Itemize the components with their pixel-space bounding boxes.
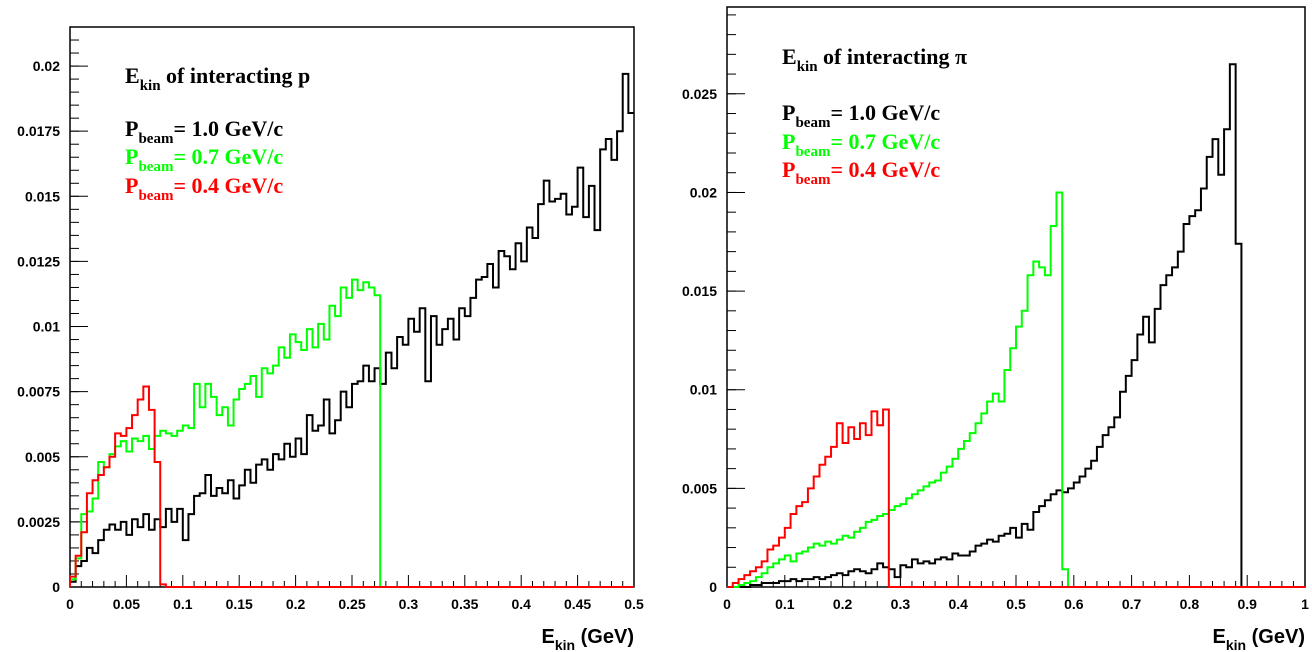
chart-annotation: Ekin of interacting π: [782, 44, 967, 75]
x-axis-title-main: E: [542, 626, 555, 648]
histogram-series-0: [727, 63, 1305, 588]
chart-panel-left: 0 0.05 0.1 0.15 0.2 0.25 0.3 0.35 0.4 0.45 0.5 0 0.0…: [17, 26, 644, 652]
chart-annotation-rest: of interacting π: [818, 44, 968, 69]
legend-entry-2-main: P: [125, 173, 138, 198]
legend-entry-1-main: P: [125, 144, 138, 169]
x-tick-label: 0.3: [891, 596, 911, 612]
legend-entry-1-main: P: [782, 129, 795, 154]
y-tick-label: 0.01: [33, 319, 60, 335]
legend-entry-2-main: P: [782, 157, 795, 182]
x-tick-label: 0.1: [173, 596, 193, 612]
y-tick-label: 0.025: [682, 86, 717, 102]
y-tick-label: 0.0125: [17, 253, 60, 269]
legend-entry-1: Pbeam= 0.7 GeV/c: [782, 129, 940, 160]
x-tick-label: 0.2: [286, 596, 306, 612]
x-tick-label: 0.5: [1006, 596, 1026, 612]
chart-panel-right: 0 0.1 0.2 0.3 0.4 0.5 0.6 0.7 0.8 0.9 1 0 0.005 0.01 0…: [682, 6, 1309, 652]
x-tick-label: 0.35: [451, 596, 478, 612]
plot-frame: [69, 26, 635, 588]
y-tick-label: 0: [52, 579, 60, 595]
legend-entry-2: Pbeam= 0.4 GeV/c: [782, 157, 940, 188]
chart-annotation-sub: kin: [140, 78, 162, 94]
x-tick-label: 0.4: [948, 596, 968, 612]
x-tick-label: 0.2: [833, 596, 853, 612]
legend-entry-0-sub: beam: [795, 115, 831, 131]
legend-entry-2-sub: beam: [795, 172, 831, 188]
legend-entry-1-rest: = 0.7 GeV/c: [173, 144, 283, 169]
x-axis-title-rest: (GeV): [575, 626, 634, 648]
chart-annotation-main: E: [125, 63, 140, 88]
histogram-series-2: [69, 385, 634, 588]
y-tick-label: 0.0175: [17, 123, 60, 139]
y-tick-label: 0: [709, 579, 717, 595]
x-axis-title-main: E: [1213, 626, 1226, 648]
legend-entry-1-sub: beam: [795, 144, 831, 160]
x-axis-title: Ekin (GeV): [542, 626, 634, 652]
x-tick-label: 0: [66, 596, 74, 612]
legend-entry-2-rest: = 0.4 GeV/c: [830, 157, 940, 182]
chart-annotation-main: E: [782, 44, 797, 69]
x-tick-label: 0.8: [1180, 596, 1200, 612]
x-axis-title-sub: kin: [1226, 637, 1246, 652]
x-tick-label: 0.6: [1064, 596, 1084, 612]
y-tick-label: 0.015: [682, 283, 717, 299]
x-axis-title-sub: kin: [555, 637, 575, 652]
legend-entry-0: Pbeam= 1.0 GeV/c: [125, 116, 283, 147]
x-axis-title: Ekin (GeV): [1213, 626, 1305, 652]
legend-entry-0: Pbeam= 1.0 GeV/c: [782, 100, 940, 131]
chart-annotation-sub: kin: [797, 59, 819, 75]
legend-entry-0-rest: = 1.0 GeV/c: [173, 116, 283, 141]
x-axis-title-rest: (GeV): [1246, 626, 1305, 648]
x-tick-label: 0.1: [775, 596, 795, 612]
y-tick-label: 0.005: [25, 449, 60, 465]
histogram-series-0: [69, 72, 634, 587]
y-tick-label: 0.02: [690, 184, 717, 200]
x-tick-label: 0.05: [113, 596, 140, 612]
legend-entry-0-main: P: [782, 100, 795, 125]
x-tick-label: 0.45: [564, 596, 591, 612]
legend-entry-2-rest: = 0.4 GeV/c: [173, 173, 283, 198]
legend-entry-1-sub: beam: [138, 159, 174, 175]
x-tick-label: 0: [723, 596, 731, 612]
legend-entry-0-rest: = 1.0 GeV/c: [830, 100, 940, 125]
legend-entry-2-sub: beam: [138, 188, 174, 204]
y-tick-label: 0.0025: [17, 514, 60, 530]
legend-entry-1: Pbeam= 0.7 GeV/c: [125, 144, 283, 175]
legend-entry-0-sub: beam: [138, 131, 174, 147]
x-tick-label: 0.4: [511, 596, 531, 612]
y-tick-label: 0.02: [33, 58, 60, 74]
x-tick-label: 0.25: [338, 596, 365, 612]
x-tick-label: 0.5: [624, 596, 644, 612]
x-tick-label: 0.15: [226, 596, 253, 612]
y-tick-label: 0.01: [690, 382, 717, 398]
chart-annotation-rest: of interacting p: [161, 63, 311, 88]
legend-entry-2: Pbeam= 0.4 GeV/c: [125, 173, 283, 204]
legend-entry-0-main: P: [125, 116, 138, 141]
x-tick-label: 1: [1301, 596, 1309, 612]
x-tick-label: 0.7: [1122, 596, 1142, 612]
x-tick-label: 0.3: [399, 596, 419, 612]
y-tick-label: 0.015: [25, 188, 60, 204]
plot-frame: [726, 6, 1306, 588]
chart-annotation: Ekin of interacting p: [125, 63, 310, 94]
y-tick-label: 0.005: [682, 480, 717, 496]
y-tick-label: 0.0075: [17, 384, 60, 400]
histogram-series-2: [727, 408, 1305, 588]
x-tick-label: 0.9: [1237, 596, 1257, 612]
legend-entry-1-rest: = 0.7 GeV/c: [830, 129, 940, 154]
